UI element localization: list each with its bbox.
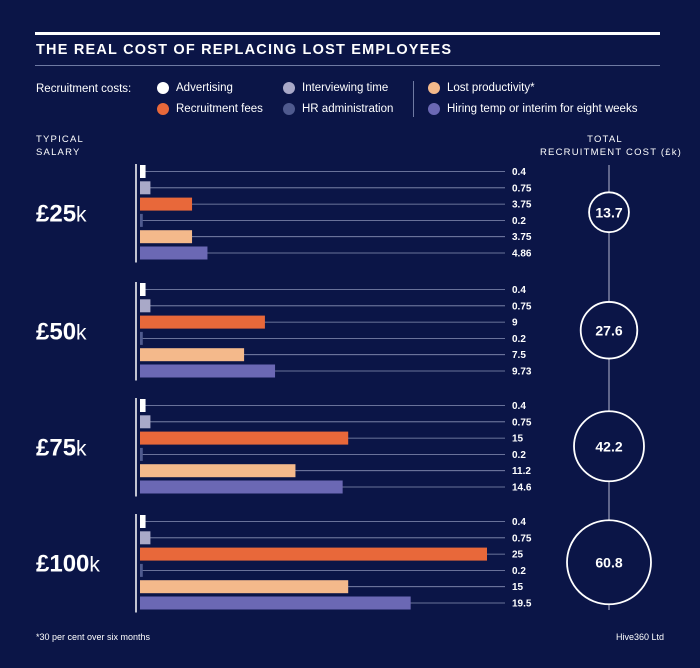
value-label: 15 xyxy=(512,582,524,593)
total-circle xyxy=(566,519,652,606)
credit: Hive360 Ltd xyxy=(615,632,664,642)
legend-item-interviewing-time: Interviewing time xyxy=(283,82,388,94)
bar-1-3 xyxy=(140,331,143,345)
top-rule xyxy=(35,32,660,35)
page-title: THE REAL COST OF REPLACING LOST EMPLOYEE… xyxy=(36,42,453,58)
value-label: 4.86 xyxy=(512,249,532,260)
legend-swatch-lost-productivity xyxy=(428,82,440,94)
value-label: 9.73 xyxy=(512,367,532,378)
bar-1-1 xyxy=(140,299,151,313)
total-value-label: 27.6 xyxy=(595,322,622,338)
legend-text-advertising: Advertising xyxy=(176,82,233,94)
bar-3-0 xyxy=(140,515,146,528)
value-label: 9 xyxy=(512,318,518,329)
legend-swatch-recruitment-fees xyxy=(157,103,169,115)
total-value-label: 13.7 xyxy=(595,204,622,220)
bar-3-5 xyxy=(140,596,411,610)
legend-text-hiring-temp: Hiring temp or interim for eight weeks xyxy=(447,103,638,115)
salary-label: £50k xyxy=(36,318,87,345)
total-circle xyxy=(579,301,639,360)
salary-label: £25k xyxy=(36,200,87,227)
value-label: 25 xyxy=(512,550,524,561)
bar-3-3 xyxy=(140,563,143,577)
bar-2-2 xyxy=(140,431,349,445)
bar-1-5 xyxy=(140,364,276,378)
bar-3-2 xyxy=(140,547,487,561)
salary-label: £100k xyxy=(36,550,100,577)
bar-2-5 xyxy=(140,480,343,494)
value-label: 0.2 xyxy=(512,450,526,461)
legend-swatch-hr-administration xyxy=(283,103,295,115)
legend-label: Recruitment costs: xyxy=(36,83,132,95)
total-circle xyxy=(588,191,630,234)
value-label: 14.6 xyxy=(512,483,532,494)
footnote: *30 per cent over six months xyxy=(36,632,151,642)
bar-0-3 xyxy=(140,213,143,227)
value-label: 3.75 xyxy=(512,200,532,211)
bar-0-0 xyxy=(140,165,146,178)
bar-0-5 xyxy=(140,246,208,260)
legend-item-recruitment-fees: Recruitment fees xyxy=(157,103,263,115)
value-label: 0.75 xyxy=(512,183,532,194)
bar-0-1 xyxy=(140,181,151,195)
legend-item-hr-administration: HR administration xyxy=(283,103,393,115)
bar-1-2 xyxy=(140,315,265,329)
value-label: 0.4 xyxy=(512,517,526,528)
bar-2-1 xyxy=(140,415,151,429)
bar-3-4 xyxy=(140,580,349,594)
value-label: 19.5 xyxy=(512,599,532,610)
bar-2-4 xyxy=(140,464,296,478)
title-divider xyxy=(35,65,660,66)
legend-text-interviewing-time: Interviewing time xyxy=(302,82,389,94)
legend-swatch-advertising xyxy=(157,82,169,94)
bar-3-1 xyxy=(140,531,151,545)
value-label: 15 xyxy=(512,434,524,445)
bar-0-4 xyxy=(140,230,193,244)
bar-0-2 xyxy=(140,197,193,211)
legend-item-lost-productivity: Lost productivity* xyxy=(428,82,535,94)
legend-item-advertising: Advertising xyxy=(157,82,233,94)
total-value-label: 60.8 xyxy=(595,554,622,570)
typical-salary-header: TYPICAL SALARY xyxy=(36,134,84,158)
value-label: 7.5 xyxy=(512,350,526,361)
value-label: 0.2 xyxy=(512,216,526,227)
value-label: 0.75 xyxy=(512,417,532,428)
bar-2-3 xyxy=(140,447,143,461)
value-label: 0.2 xyxy=(512,566,526,577)
salary-label: £75k xyxy=(36,434,87,461)
legend-swatch-interviewing-time xyxy=(283,82,295,94)
bar-2-0 xyxy=(140,399,146,412)
value-label: 0.2 xyxy=(512,334,526,345)
bar-1-4 xyxy=(140,348,245,362)
total-value-label: 42.2 xyxy=(595,438,622,454)
legend-item-hiring-temp: Hiring temp or interim for eight weeks xyxy=(428,103,637,115)
total-circle xyxy=(573,410,645,483)
value-label: 0.75 xyxy=(512,533,532,544)
value-label: 0.4 xyxy=(512,285,526,296)
value-label: 0.4 xyxy=(512,167,526,178)
value-label: 0.75 xyxy=(512,301,532,312)
legend-text-lost-productivity: Lost productivity* xyxy=(447,82,535,94)
bar-1-0 xyxy=(140,283,146,296)
value-label: 11.2 xyxy=(512,466,531,477)
legend-text-recruitment-fees: Recruitment fees xyxy=(176,103,263,115)
legend-separator xyxy=(413,81,414,117)
legend-text-hr-administration: HR administration xyxy=(302,103,394,115)
legend-swatch-hiring-temp xyxy=(428,103,440,115)
value-label: 0.4 xyxy=(512,401,526,412)
value-label: 3.75 xyxy=(512,232,532,243)
